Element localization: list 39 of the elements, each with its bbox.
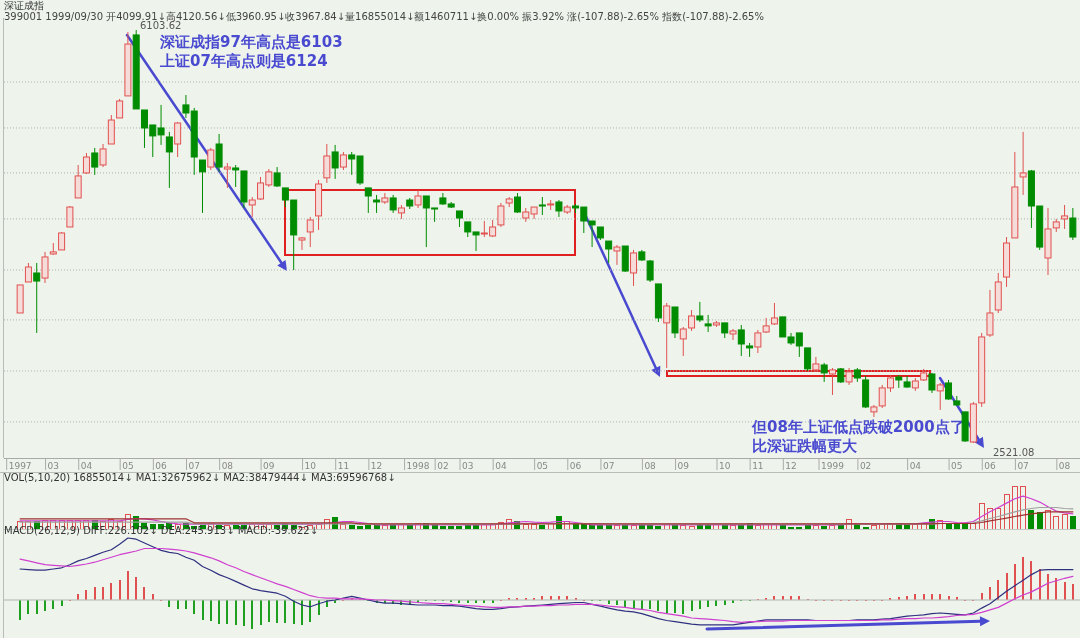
x-tick-label: 02 (437, 461, 449, 471)
x-tick-label: 06 (155, 461, 168, 471)
x-tick-label: 1998 (406, 461, 430, 471)
annotation: 2521.08 (993, 447, 1035, 458)
x-tick-label: 11 (337, 461, 350, 471)
x-tick-label: 07 (188, 461, 200, 471)
x-tick-label: 02 (859, 461, 872, 471)
x-tick-label: 06 (984, 461, 996, 471)
x-tick-label: 04 (495, 461, 507, 471)
x-tick-label: 10 (718, 461, 731, 471)
x-tick-label: 06 (569, 461, 582, 471)
x-tick-label: 08 (644, 461, 657, 471)
x-tick-label: 11 (752, 461, 764, 471)
x-tick-label: 05 (536, 461, 549, 471)
x-tick-label: 1999 (821, 461, 845, 471)
x-tick-label: 12 (785, 461, 797, 471)
x-tick-label: 07 (602, 461, 615, 471)
annotation: 比深证跌幅更大 (752, 437, 858, 455)
annotation: 上证07年高点则是6124 (159, 52, 328, 70)
x-tick-label: 08 (221, 461, 234, 471)
annotation: 深证成指97年高点是6103 (159, 33, 343, 51)
x-tick-label: 03 (47, 461, 60, 471)
x-tick-label: 12 (370, 461, 383, 471)
x-tick-label: 08 (1058, 461, 1071, 471)
chart-subtitle: 399001 1999/09/30 开4099.91↓高4120.56↓低3960.95↓收3967.84↓量16855014↓额1460711↓换0.00% 振3.92% 涨(-107.88)-2.65% 指数(-107.88)-2.65% (4, 11, 764, 22)
chart-title: 深证成指 (4, 0, 44, 11)
x-tick-label: 05 (122, 461, 134, 471)
x-tick-label: 09 (263, 461, 275, 471)
x-tick-label: 10 (304, 461, 317, 471)
chart-title: VOL(5,10,20) 16855014↓ MA1:32675962↓ MA2:38479444↓ MA3:69596768↓ (4, 472, 396, 483)
x-tick-label: 07 (1017, 461, 1029, 471)
annotation: 6103.62 (140, 20, 182, 31)
x-tick-label: 09 (677, 461, 690, 471)
x-tick-label: 04 (80, 461, 93, 471)
chart-title: MACD(26,12,9) DIFF:226.102↓ DEA:245.913↓ MACD:-39.622↓ (4, 525, 319, 536)
x-tick-label: 04 (909, 461, 922, 471)
x-tick-label: 03 (462, 461, 474, 471)
x-tick-label: 1997 (8, 461, 32, 471)
x-tick-label: 05 (951, 461, 963, 471)
